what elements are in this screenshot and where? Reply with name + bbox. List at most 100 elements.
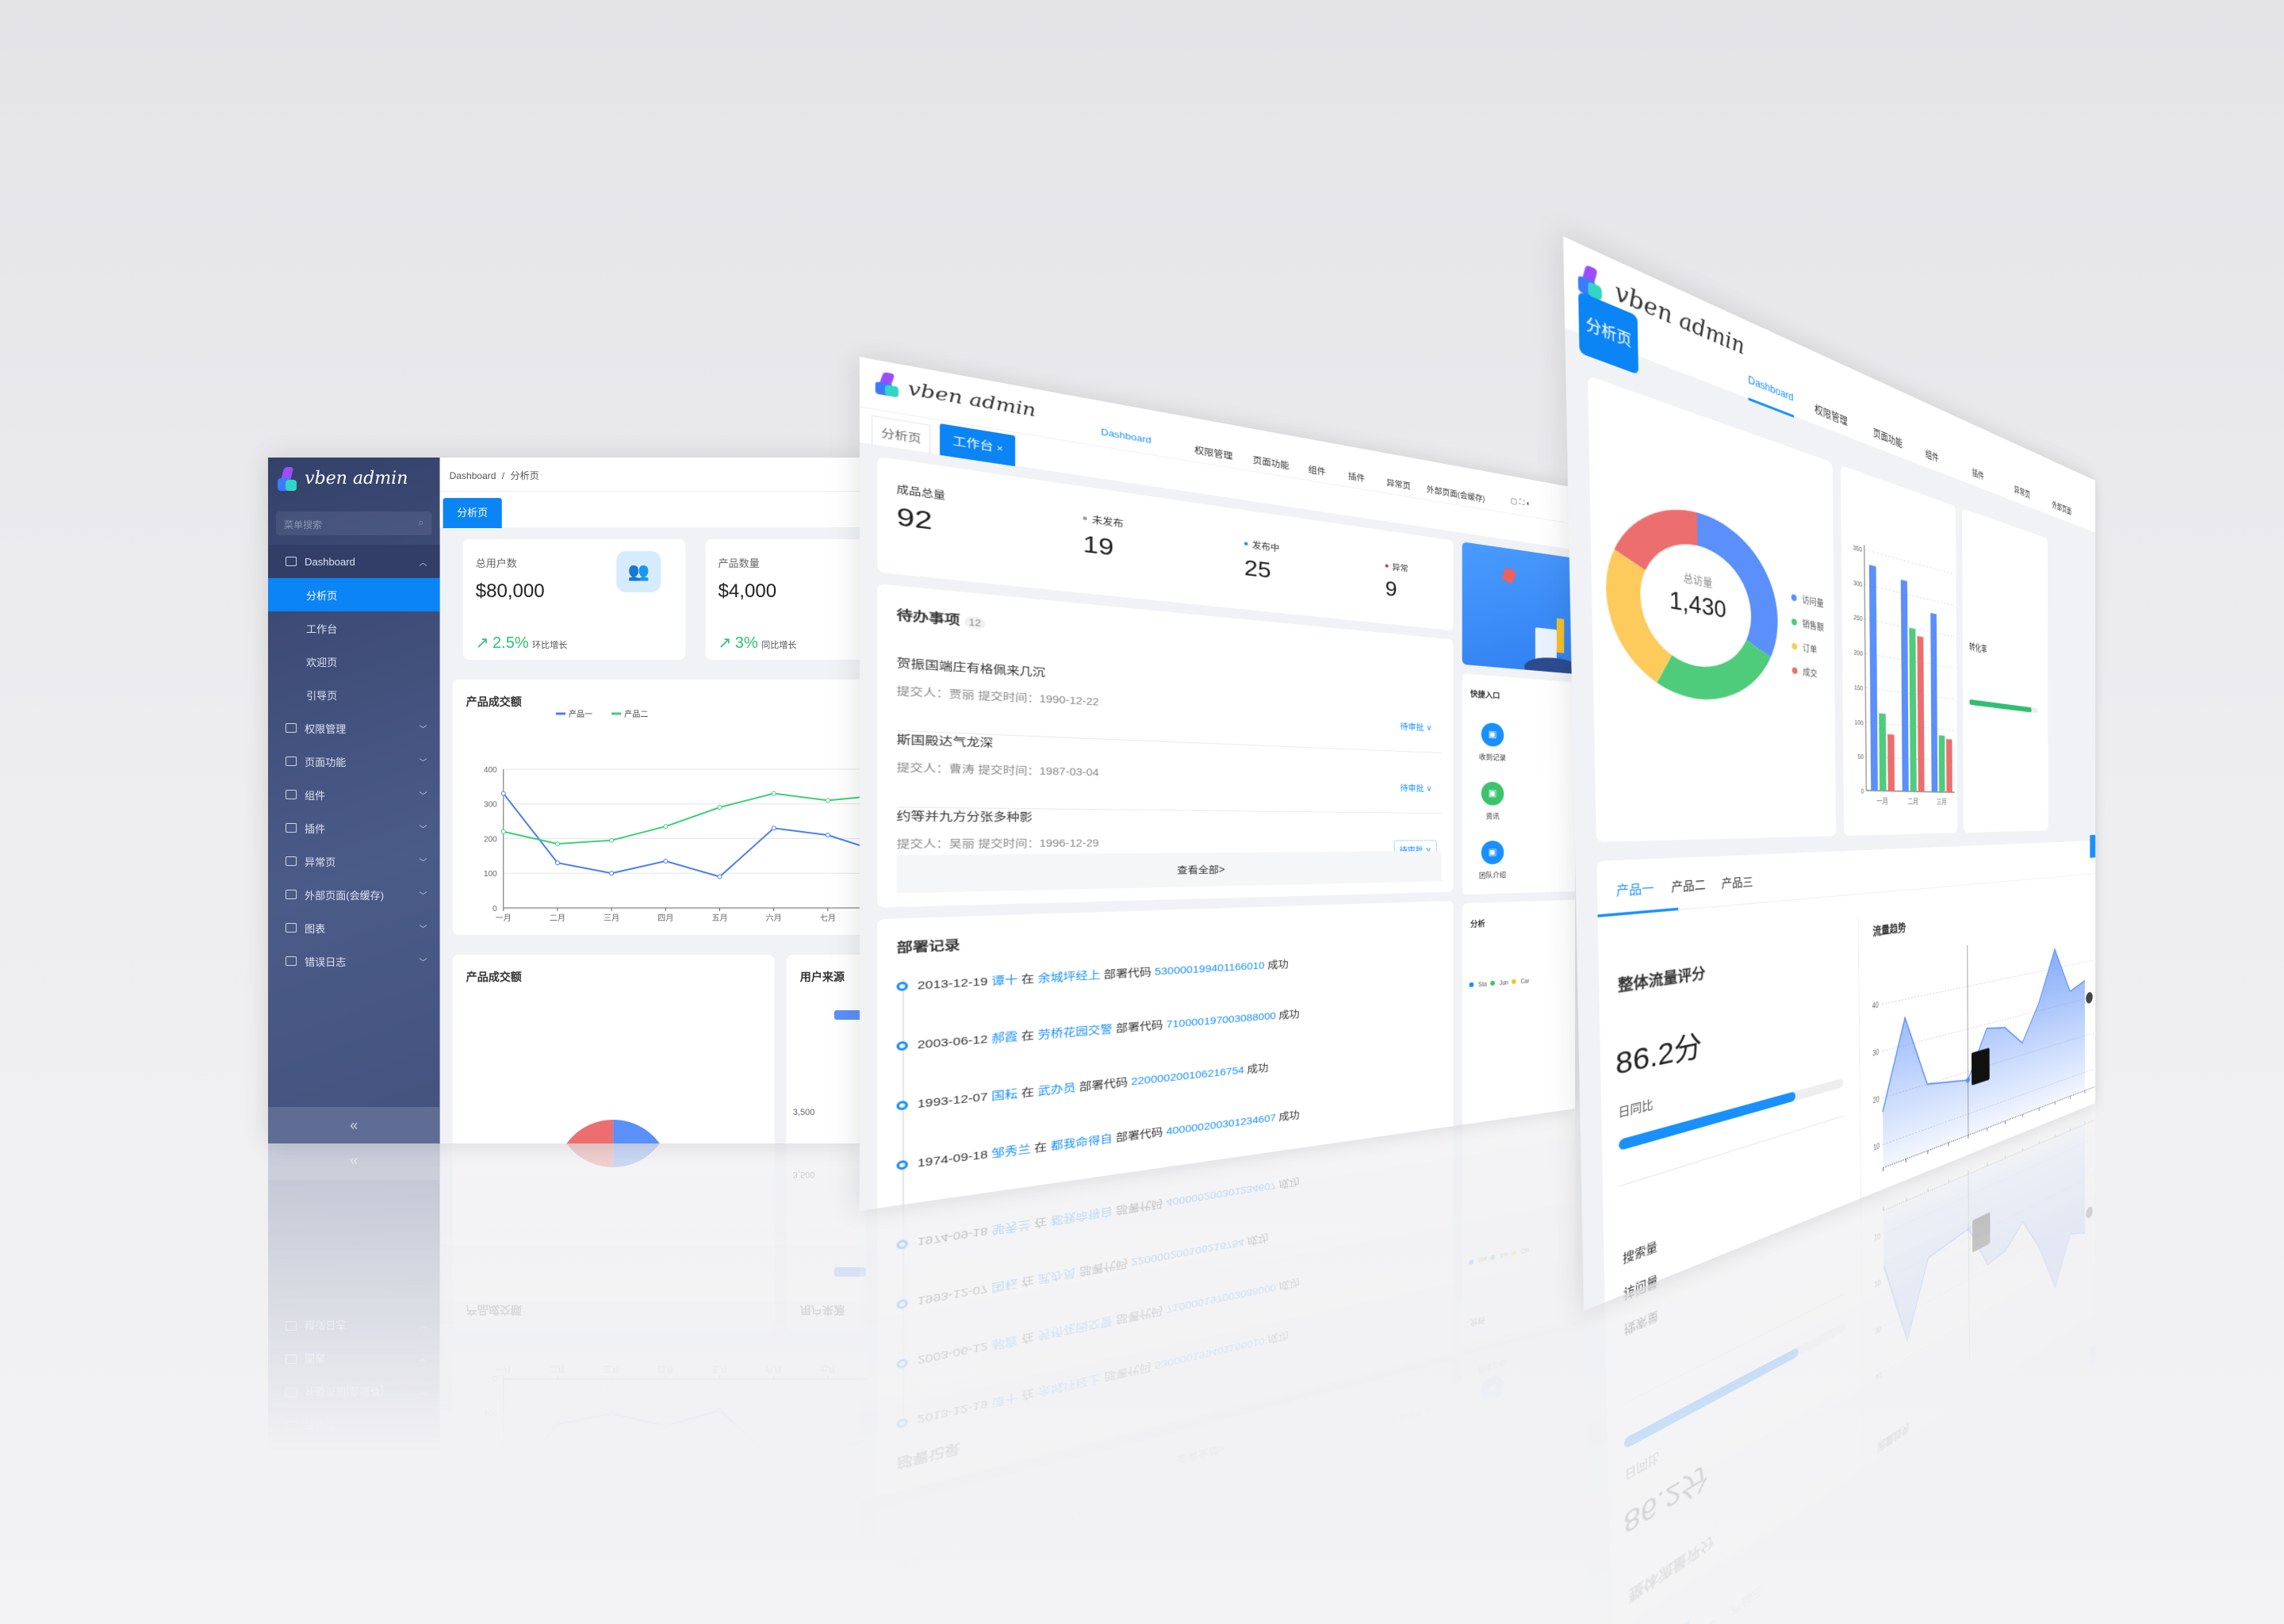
nav-item[interactable]: 页面功能 [1872,426,1903,450]
deploy-date: 1993-12-07 [917,1090,988,1111]
todo-meta: 提交人：吴丽 提交时间：1996-12-29 [896,837,1099,850]
settings-drawer-button[interactable] [2090,834,2096,858]
collapse-sidebar-button[interactable]: « [268,1107,440,1143]
data-point [771,791,776,796]
overview-window: vben admin 分析页 Dashboard 权限管理 页面功能 组件 插件 异常页外… [1563,236,2096,1312]
sidebar-item[interactable]: 插件 ﹀ [268,811,440,845]
quick-entry-item[interactable]: ▣ 团队介绍 [1467,841,1518,881]
deploy-date: 2003-06-12 [917,1032,988,1052]
logo-text: vben admin [907,377,1036,421]
sidebar-item-label: 工作台 [306,622,338,635]
deploy-place[interactable]: 劳桥花园交警 [1037,1023,1113,1042]
y-tick-label: 30 [1872,1048,1879,1058]
breadcrumb-dashboard[interactable]: Dashboard [449,470,496,481]
trend-up-icon: ↗ [718,634,732,652]
quick-entry-item[interactable]: ▣ 资讯 [1467,781,1518,822]
view-all-button[interactable]: 查看全部> [896,851,1442,894]
summary-label: 异常 [1385,559,1408,574]
nav-item[interactable]: Dashboard [1748,372,1794,418]
nav-item[interactable]: 页面功能 [1252,454,1290,471]
sidebar-item[interactable]: 引导页 [268,678,440,711]
deploy-record: 1974-09-18 邹秀兰 在 都我命得自 部署代码 400000200301… [896,1107,1300,1173]
permission-icon [286,723,297,733]
nav-item[interactable]: 权限管理 [1194,444,1233,462]
legend-dot [1792,667,1798,675]
deploy-place[interactable]: 都我命得自 [1050,1132,1113,1153]
fab-icon [2086,991,2093,1005]
platform-illustration [1524,655,1576,675]
menu-search-input[interactable]: 菜单搜索 ⌕ [276,511,432,535]
deploy-at: 在 [1034,1140,1048,1155]
deploy-code[interactable]: 220000200106216754 [1131,1064,1244,1088]
quick-entry-item[interactable]: ▣ 收到记录 [1467,722,1518,764]
product-tab[interactable]: 产品一 [1615,880,1654,898]
nav-item[interactable]: 组件 [1308,464,1326,477]
nav-item[interactable]: 插件 [1972,466,1984,482]
product-tab[interactable]: 产品三 [1721,875,1753,891]
close-icon[interactable]: × [996,442,1003,454]
bar [1879,713,1887,791]
summary-label-text: 发布中 [1251,539,1280,553]
header-icons[interactable]: ▢ ⛶ ◐ [1510,496,1531,508]
sidebar-item[interactable]: 组件 ﹀ [268,778,440,811]
bar [1946,738,1953,793]
sidebar-item[interactable]: 分析页 [268,578,440,611]
sidebar-item[interactable]: 异常页 ﹀ [268,845,440,878]
deploy-user[interactable]: 谭十 [991,974,1018,988]
deploy-place[interactable]: 武办员 [1037,1082,1076,1098]
approve-dropdown[interactable]: 待审批 ∨ [1400,721,1432,733]
deploy-code[interactable]: 400000200301234607 [1166,1112,1276,1138]
search-placeholder: 菜单搜索 [284,519,323,530]
y-tick-label: 0 [492,905,497,914]
vben-logo-icon [278,467,298,492]
sidebar-item[interactable]: 欢迎页 [268,645,440,678]
gem-illustration [1501,567,1516,584]
deploy-card: 部署记录 2013-12-19 谭十 在 余城坪经上 部署代码 53000019… [877,901,1454,1211]
link-icon [286,890,297,899]
data-point [825,798,830,803]
nav-item[interactable]: 外部页面 [2052,499,2072,516]
deploy-code[interactable]: 530000199401166010 [1154,959,1265,979]
deploy-at: 在 [1021,972,1035,986]
sidebar-item[interactable]: 页面功能 ﹀ [268,745,440,778]
deploy-date: 1974-09-18 [917,1148,988,1170]
deploy-user[interactable]: 国耘 [991,1087,1018,1103]
status-dot [1244,542,1248,546]
x-tick-label: 三月 [604,914,619,923]
tab-workbench[interactable]: 工作台 × [940,423,1016,467]
chevron-down-icon: ﹀ [419,825,427,834]
approve-dropdown[interactable]: 待审批 ∨ [1400,783,1432,793]
deploy-result: 成功 [1267,958,1289,971]
nav-item[interactable]: 组件 [1925,447,1939,464]
sidebar-item[interactable]: 权限管理 ﹀ [268,711,440,745]
sidebar-item[interactable]: 工作台 [268,611,440,645]
bar [1909,627,1917,792]
y-tick-label: 150 [1854,684,1863,692]
data-point [500,829,506,834]
sidebar-item[interactable]: 外部页面(会缓存) ﹀ [268,878,440,911]
sidebar-item[interactable]: 错误日志 ﹀ [268,944,440,978]
sidebar-item[interactable]: Dashboard ︿ [268,545,440,578]
deploy-place[interactable]: 余城坪经上 [1037,969,1101,986]
nav-item[interactable]: 异常页 [2014,484,2030,500]
tab-analysis[interactable]: 分析页 [871,415,931,454]
summary-label-text: 异常 [1392,561,1408,573]
nav-item[interactable]: 插件 [1347,470,1366,484]
deploy-user[interactable]: 邹秀兰 [991,1143,1031,1161]
exception-icon [286,856,297,866]
y-tick-label: 100 [1854,718,1863,726]
stat-value: $80,000 [475,580,545,602]
chair-illustration [1556,618,1565,653]
sidebar-item[interactable]: 图表 ﹀ [268,911,440,944]
product-tab[interactable]: 产品二 [1671,877,1706,894]
data-point [663,858,669,864]
deploy-code[interactable]: 710000197003088000 [1166,1010,1276,1031]
sidebar-item-label: 异常页 [305,856,336,868]
tab-analysis[interactable]: 分析页 [443,498,502,528]
sidebar-item-label: Dashboard [305,555,355,568]
nav-item[interactable]: 异常页 [1386,477,1411,491]
nav-item[interactable]: 权限管理 [1814,402,1848,428]
legend-label: Jun [1499,979,1509,987]
summary-label: 发布中 [1244,537,1279,554]
deploy-user[interactable]: 郝霞 [991,1030,1018,1046]
